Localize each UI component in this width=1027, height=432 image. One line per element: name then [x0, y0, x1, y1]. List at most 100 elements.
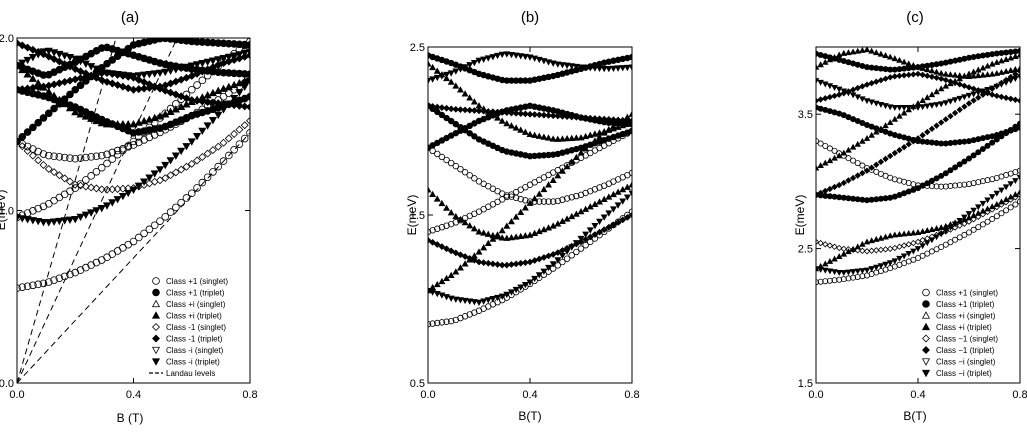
data-point	[521, 110, 529, 118]
data-point	[816, 138, 819, 145]
data-point	[882, 52, 889, 59]
data-point	[480, 105, 488, 112]
data-point	[480, 56, 488, 63]
data-point	[466, 298, 474, 305]
data-point	[577, 238, 585, 246]
data-point	[886, 119, 894, 125]
data-point	[475, 258, 483, 266]
data-point	[23, 209, 32, 217]
data-point	[240, 121, 249, 130]
data-point	[466, 62, 474, 69]
data-point	[140, 136, 148, 144]
data-point	[66, 90, 74, 99]
data-point	[951, 109, 959, 117]
data-point	[129, 137, 138, 146]
data-point	[956, 161, 963, 168]
data-point	[956, 75, 964, 82]
data-point	[214, 86, 223, 94]
panel-1: (a) B (T) E(meV) 0.0 0.4 0.8 0.0 1.0 2.0 Class +1…	[0, 9, 258, 425]
data-point	[900, 58, 908, 65]
data-point	[970, 226, 977, 233]
legend-marker	[922, 288, 930, 297]
data-point	[831, 277, 838, 284]
data-point	[826, 83, 834, 90]
data-point	[166, 157, 175, 165]
data-point	[171, 152, 180, 160]
data-point	[831, 84, 838, 91]
data-point	[984, 177, 991, 184]
series-4	[816, 188, 1020, 272]
data-point	[840, 49, 848, 56]
data-point	[836, 244, 843, 252]
data-point	[974, 204, 982, 211]
data-point	[192, 61, 202, 69]
data-point	[872, 100, 880, 107]
data-point	[540, 226, 548, 233]
data-point	[39, 114, 48, 122]
data-point	[507, 51, 515, 59]
data-point	[65, 62, 74, 71]
data-point	[979, 71, 987, 78]
data-point	[549, 198, 557, 205]
data-point	[471, 133, 478, 140]
data-point	[224, 134, 233, 143]
data-point	[849, 143, 857, 150]
data-point	[512, 213, 520, 220]
data-point	[29, 207, 37, 215]
data-point	[868, 164, 875, 171]
data-point	[545, 181, 553, 188]
series-12	[17, 39, 250, 94]
data-point	[230, 130, 239, 138]
data-point	[993, 92, 1000, 100]
data-point	[540, 185, 548, 193]
data-point	[34, 78, 43, 87]
legend-label: Class +i (singlet)	[936, 312, 996, 321]
data-point	[942, 228, 949, 235]
data-point	[466, 172, 473, 179]
data-point	[924, 182, 931, 189]
y-axis-label: E(meV)	[0, 190, 8, 231]
data-point	[219, 138, 228, 147]
legend-label: Class -i (triplet)	[166, 358, 220, 367]
data-point	[568, 113, 576, 121]
data-point	[187, 159, 196, 168]
data-point	[817, 79, 824, 86]
data-point	[34, 156, 43, 165]
legend-label: Class +i (singlet)	[166, 300, 226, 309]
data-point	[568, 158, 576, 165]
data-point	[854, 140, 862, 147]
data-point	[182, 162, 191, 171]
data-point	[831, 243, 838, 250]
data-point	[605, 210, 613, 217]
data-point	[850, 157, 857, 164]
data-point	[1016, 65, 1020, 71]
data-point	[910, 229, 917, 236]
data-point	[835, 269, 843, 276]
data-point	[970, 152, 977, 159]
data-point	[919, 97, 926, 103]
data-point	[466, 106, 474, 114]
data-point	[887, 74, 894, 81]
data-point	[428, 321, 432, 328]
data-point	[34, 147, 42, 156]
data-point	[605, 116, 613, 123]
data-point	[882, 122, 889, 129]
data-point	[591, 231, 599, 238]
data-point	[456, 215, 464, 223]
data-point	[984, 142, 991, 149]
data-point	[512, 194, 520, 202]
data-point	[942, 82, 950, 89]
data-point	[826, 242, 834, 249]
data-point	[854, 247, 861, 254]
data-point	[428, 286, 432, 294]
data-point	[23, 128, 32, 136]
data-point	[428, 186, 432, 193]
data-point	[873, 161, 880, 168]
data-point	[134, 75, 143, 84]
data-point	[891, 115, 899, 122]
data-point	[471, 175, 478, 182]
data-point	[438, 111, 446, 119]
data-point	[956, 217, 964, 224]
data-point	[55, 274, 64, 283]
data-point	[984, 218, 991, 225]
